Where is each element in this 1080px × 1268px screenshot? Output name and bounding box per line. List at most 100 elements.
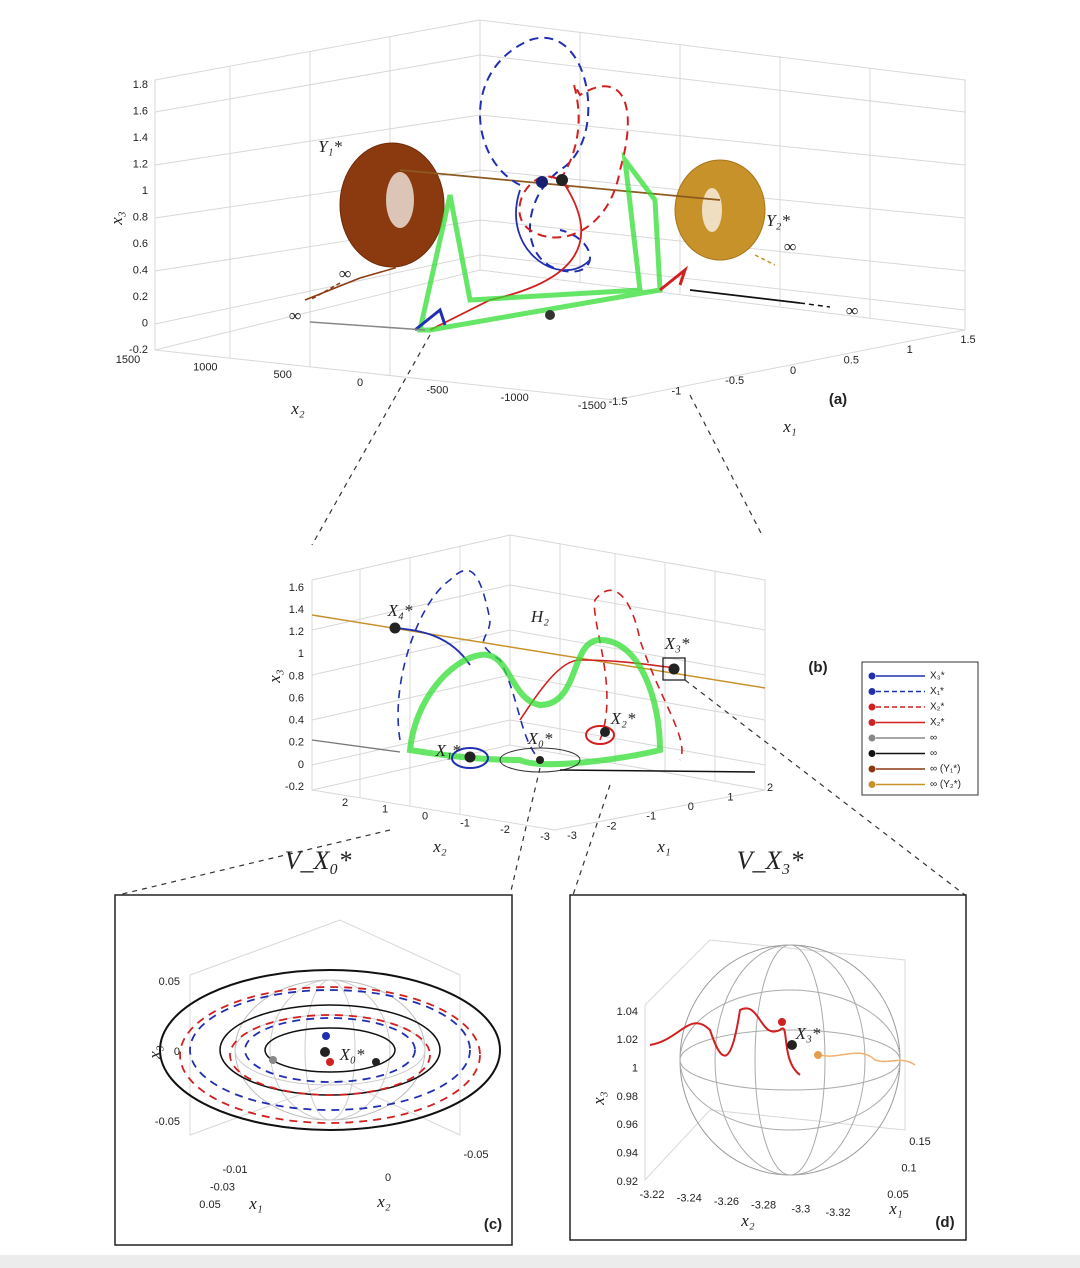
tick-label: 0.5 bbox=[844, 355, 859, 367]
annotation: Y₂* bbox=[766, 211, 790, 230]
tick-label: 0 bbox=[357, 377, 363, 389]
tick-label: 1.2 bbox=[133, 158, 148, 170]
tick-label: 0.4 bbox=[133, 264, 148, 276]
legend-label: X₂* bbox=[930, 717, 945, 728]
tick-label: -1 bbox=[646, 811, 656, 823]
axis-label: x₂ bbox=[432, 837, 447, 856]
tick-label: -3.32 bbox=[825, 1207, 850, 1219]
tick-label: 0 bbox=[790, 365, 796, 377]
panel-label: (c) bbox=[484, 1216, 502, 1233]
axis-label: x₁ bbox=[656, 837, 670, 856]
legend-marker bbox=[868, 781, 876, 788]
tick-label: 0.98 bbox=[617, 1091, 638, 1103]
axis-label: x₁ bbox=[888, 1199, 902, 1218]
legend-marker bbox=[868, 688, 876, 695]
tick-label: -0.5 bbox=[725, 375, 744, 387]
tick-label: 0.05 bbox=[199, 1199, 220, 1211]
tick-label: 1 bbox=[298, 648, 304, 660]
tick-label: -3 bbox=[540, 831, 550, 843]
tick-label: 1.6 bbox=[289, 582, 304, 594]
tick-label: 1 bbox=[142, 185, 148, 197]
tick-label: 2 bbox=[342, 797, 348, 809]
tick-label: -0.2 bbox=[129, 344, 148, 356]
annotation: ∞ bbox=[289, 306, 301, 325]
legend-marker bbox=[868, 703, 876, 711]
annotation: ∞ bbox=[784, 237, 796, 256]
annotation: ∞ bbox=[846, 301, 858, 320]
tick-label: -0.2 bbox=[285, 781, 304, 793]
annotation: X₃* bbox=[795, 1024, 821, 1043]
panel-b-box bbox=[311, 534, 766, 831]
tick-label: -1 bbox=[460, 817, 470, 829]
axis-label: x₁ bbox=[782, 417, 796, 436]
tick-label: 0.8 bbox=[133, 211, 148, 223]
legend: X₃* X₁* X₂* X₂* ∞ ∞ ∞ (Y₁*) ∞ (Y₂*) bbox=[868, 671, 961, 790]
annotation: X₀* bbox=[339, 1045, 365, 1064]
tick-label: 1.04 bbox=[617, 1006, 638, 1018]
tick-label: -3.24 bbox=[677, 1193, 702, 1205]
tick-label: -0.05 bbox=[463, 1149, 488, 1161]
panel-c-plot bbox=[159, 919, 501, 1136]
tick-label: 0 bbox=[174, 1046, 180, 1058]
tick-label: 1 bbox=[907, 344, 913, 356]
tick-label: -1000 bbox=[501, 392, 529, 404]
tick-label: 2 bbox=[767, 782, 773, 794]
tick-label: -3.26 bbox=[714, 1196, 739, 1208]
legend-label: ∞ bbox=[930, 748, 937, 759]
axis-label: x₃ bbox=[145, 1045, 164, 1060]
tick-label: 0.2 bbox=[133, 291, 148, 303]
tick-label: -1 bbox=[671, 386, 681, 398]
tick-label: 1.6 bbox=[133, 105, 148, 117]
tick-label: 1 bbox=[727, 792, 733, 804]
tick-label: -3.22 bbox=[639, 1189, 664, 1201]
tick-label: 1.5 bbox=[960, 334, 975, 346]
legend-label: X₃* bbox=[930, 671, 945, 682]
axis-label: x₂ bbox=[740, 1211, 755, 1230]
tick-label: 0 bbox=[422, 811, 428, 823]
panel-c-frame bbox=[114, 894, 513, 1246]
tick-label: 0.15 bbox=[909, 1136, 930, 1148]
tick-label: -3 bbox=[567, 830, 577, 842]
legend-label: X₁* bbox=[930, 686, 944, 697]
annotation: X₀* bbox=[527, 729, 553, 748]
tick-label: 0.4 bbox=[289, 715, 304, 727]
tick-label: 0 bbox=[688, 801, 694, 813]
tick-label: -2 bbox=[500, 824, 510, 836]
annotation: Y₁* bbox=[318, 137, 342, 156]
panel-title: V_X₀* bbox=[285, 846, 352, 875]
tick-label: 1.4 bbox=[133, 132, 148, 144]
tick-label: 0.6 bbox=[289, 692, 304, 704]
tick-label: -0.03 bbox=[210, 1181, 235, 1193]
legend-marker bbox=[868, 734, 876, 742]
tick-label: -0.05 bbox=[155, 1116, 180, 1128]
tick-label: -3.28 bbox=[751, 1200, 776, 1212]
panel-label: (d) bbox=[935, 1214, 954, 1231]
tick-label: 0.96 bbox=[617, 1119, 638, 1131]
annotation: X₁* bbox=[435, 741, 461, 760]
tick-label: 0 bbox=[298, 759, 304, 771]
tick-label: 1.4 bbox=[289, 604, 304, 616]
tick-label: -1500 bbox=[578, 400, 606, 412]
tick-label: 1.2 bbox=[289, 626, 304, 638]
tick-label: 0.8 bbox=[289, 670, 304, 682]
tick-label: -1.5 bbox=[609, 396, 628, 408]
tick-label: 0.6 bbox=[133, 238, 148, 250]
tick-label: 0.94 bbox=[617, 1148, 638, 1160]
annotation: X₃* bbox=[664, 634, 690, 653]
legend-marker bbox=[868, 719, 876, 726]
legend-label: X₂* bbox=[930, 702, 945, 713]
annotation: X₄* bbox=[387, 601, 413, 620]
panel-label: (b) bbox=[808, 659, 827, 676]
legend-marker bbox=[868, 765, 876, 773]
bottom-bar bbox=[0, 1255, 1080, 1268]
tick-label: 1500 bbox=[116, 354, 140, 366]
tick-label: 0.2 bbox=[289, 737, 304, 749]
tick-label: 1000 bbox=[193, 362, 217, 374]
legend-marker bbox=[868, 750, 876, 757]
tick-label: -3.3 bbox=[791, 1203, 810, 1215]
axis-label: x₃ bbox=[265, 669, 284, 684]
tick-label: -500 bbox=[426, 385, 448, 397]
axis-label: x₂ bbox=[376, 1192, 391, 1211]
tick-label: 1.8 bbox=[133, 79, 148, 91]
